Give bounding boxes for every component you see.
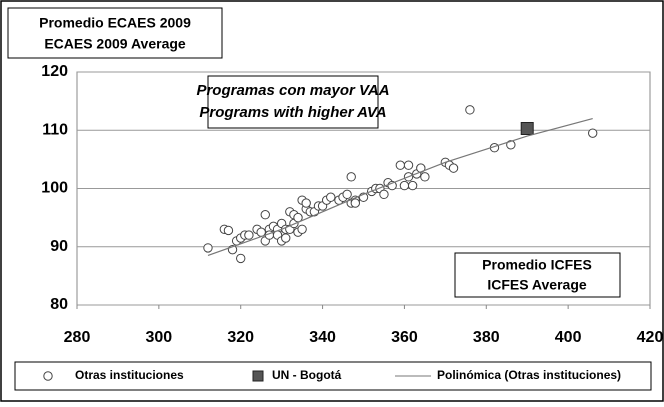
x-tick-label: 320 — [227, 329, 254, 346]
legend-marker — [43, 371, 53, 381]
point — [244, 230, 254, 240]
annotation-box — [207, 75, 379, 129]
legend-label: UN - Bogotá — [272, 368, 342, 382]
point — [395, 160, 406, 170]
legend-label: Polinómica (Otras instituciones) — [437, 368, 621, 382]
point — [588, 128, 598, 138]
ylabel: Promedio ECAES 2009 — [39, 15, 191, 31]
point — [520, 122, 534, 136]
point — [236, 253, 246, 264]
point — [420, 172, 430, 182]
legend-label: Otras instituciones — [75, 368, 184, 382]
trendline — [207, 118, 593, 257]
plot — [76, 71, 651, 309]
annotation: Programas con mayor VAA — [196, 82, 389, 99]
ylabel-box — [7, 7, 223, 59]
y-tick-label: 100 — [41, 180, 68, 197]
legend-marker — [252, 370, 264, 382]
point — [403, 160, 414, 170]
point — [506, 140, 516, 150]
x-tick-label: 400 — [555, 329, 582, 346]
xlabel: ICFES Average — [487, 277, 587, 293]
point — [465, 105, 475, 115]
point — [350, 198, 361, 208]
point — [260, 210, 270, 220]
point — [448, 163, 459, 173]
x-tick-label: 380 — [473, 329, 500, 346]
point — [379, 189, 389, 200]
legend-box — [14, 361, 652, 391]
point — [326, 192, 336, 202]
annotation: Programs with higher AVA — [199, 104, 386, 121]
point — [399, 180, 410, 191]
point — [342, 189, 352, 200]
y-tick-label: 90 — [50, 238, 68, 255]
point — [281, 233, 291, 243]
x-tick-label: 420 — [637, 329, 664, 346]
point — [407, 180, 418, 191]
x-tick-label: 340 — [309, 329, 336, 346]
x-tick-label: 300 — [146, 329, 173, 346]
point — [223, 225, 234, 236]
point — [203, 243, 213, 253]
xlabel-box — [454, 252, 621, 298]
ylabel: ECAES 2009 Average — [44, 36, 186, 52]
y-tick-label: 120 — [41, 63, 68, 80]
point — [297, 224, 307, 234]
x-tick-label: 280 — [64, 329, 91, 346]
point — [301, 198, 311, 208]
y-tick-label: 110 — [42, 121, 68, 138]
xlabel: Promedio ICFES — [482, 257, 592, 273]
x-tick-label: 360 — [391, 329, 418, 346]
y-tick-label: 80 — [50, 296, 68, 313]
point — [346, 172, 356, 182]
